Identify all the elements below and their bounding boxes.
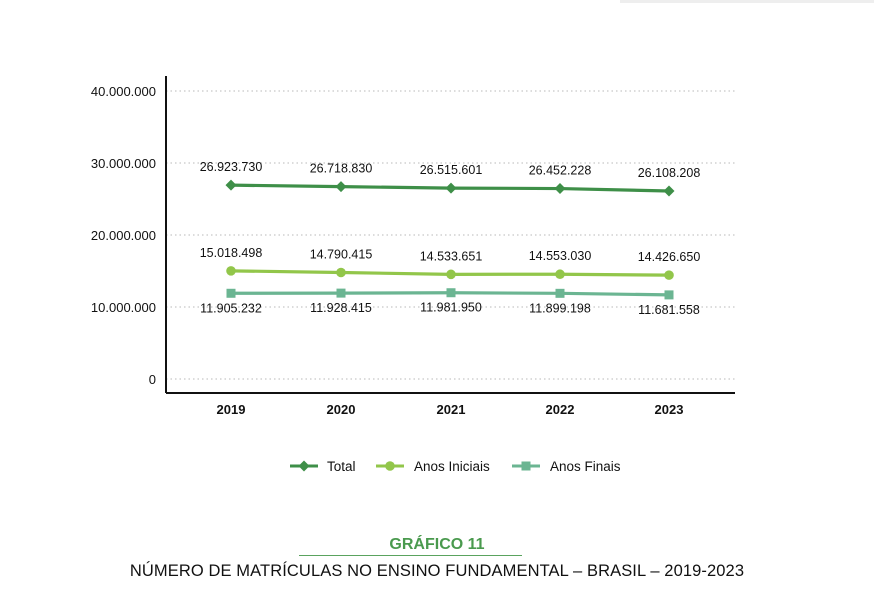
y-tick-label: 40.000.000 <box>91 84 156 99</box>
data-label-anos-finais: 11.899.198 <box>529 301 591 315</box>
data-label-total: 26.923.730 <box>200 160 263 174</box>
legend-swatch-marker <box>385 461 395 471</box>
line-chart: 0 10.000.000 20.000.000 30.000.000 40.000.00… <box>91 76 735 474</box>
data-label-anos-finais: 11.905.232 <box>200 301 262 315</box>
data-point-anos-iniciais <box>664 270 674 280</box>
data-point-total <box>225 179 237 191</box>
data-label-anos-iniciais: 14.533.651 <box>420 249 483 263</box>
x-tick-label: 2020 <box>327 402 356 417</box>
y-tick-label: 20.000.000 <box>91 228 156 243</box>
legend-swatch-marker <box>521 461 531 471</box>
series-total: 26.923.730 26.718.830 26.515.601 26.452.228… <box>200 160 701 197</box>
data-point-anos-finais <box>336 288 346 298</box>
data-point-anos-finais <box>446 288 456 298</box>
data-point-anos-iniciais <box>446 269 456 280</box>
data-label-anos-finais: 11.981.950 <box>420 301 482 315</box>
legend-label: Anos Iniciais <box>414 459 490 474</box>
figure-number-underline <box>299 555 522 556</box>
data-label-total: 26.452.228 <box>529 164 592 178</box>
data-label-total: 26.718.830 <box>310 162 373 176</box>
legend-label: Anos Finais <box>550 459 621 474</box>
series-anos-finais: 11.905.232 11.928.415 11.981.950 11.899.198… <box>200 288 700 317</box>
legend-item-total: Total <box>290 459 356 474</box>
figure-number-text: GRÁFICO 11 <box>389 536 485 553</box>
data-label-total: 26.108.208 <box>638 166 701 180</box>
legend-swatch-marker <box>298 460 310 472</box>
legend-item-anos-iniciais: Anos Iniciais <box>376 459 490 474</box>
data-point-total <box>663 185 675 197</box>
y-tick-label: 30.000.000 <box>91 156 156 171</box>
figure-caption: NÚMERO DE MATRÍCULAS NO ENSINO FUNDAMENT… <box>129 562 745 580</box>
legend-item-anos-finais: Anos Finais <box>512 459 621 474</box>
data-label-anos-iniciais: 14.790.415 <box>310 248 373 262</box>
top-edge-line <box>620 0 874 3</box>
data-point-total <box>335 181 347 193</box>
x-tick-label: 2021 <box>437 402 466 417</box>
data-label-anos-finais: 11.928.415 <box>310 301 372 315</box>
data-label-anos-iniciais: 15.018.498 <box>200 246 263 260</box>
figure-number: GRÁFICO 11 <box>0 536 874 554</box>
data-point-anos-finais <box>226 288 236 298</box>
data-point-anos-finais <box>555 288 565 298</box>
y-tick-label: 0 <box>149 372 156 387</box>
data-label-anos-iniciais: 14.426.650 <box>638 250 701 264</box>
legend-label: Total <box>327 459 356 474</box>
x-tick-label: 2019 <box>217 402 246 417</box>
data-point-anos-iniciais <box>226 266 236 276</box>
data-point-anos-finais <box>664 290 674 300</box>
x-tick-label: 2023 <box>655 402 684 417</box>
data-point-total <box>445 182 457 194</box>
legend: Total Anos Iniciais Anos Finais <box>290 459 621 474</box>
y-tick-label: 10.000.000 <box>91 300 156 315</box>
data-point-total <box>554 183 566 195</box>
series-anos-iniciais: 15.018.498 14.790.415 14.533.651 14.553.030… <box>200 246 701 280</box>
data-label-anos-iniciais: 14.553.030 <box>529 249 592 263</box>
data-label-anos-finais: 11.681.558 <box>638 303 700 317</box>
data-label-total: 26.515.601 <box>420 163 483 177</box>
data-point-anos-iniciais <box>555 269 565 280</box>
x-tick-label: 2022 <box>546 402 575 417</box>
data-point-anos-iniciais <box>336 267 346 278</box>
